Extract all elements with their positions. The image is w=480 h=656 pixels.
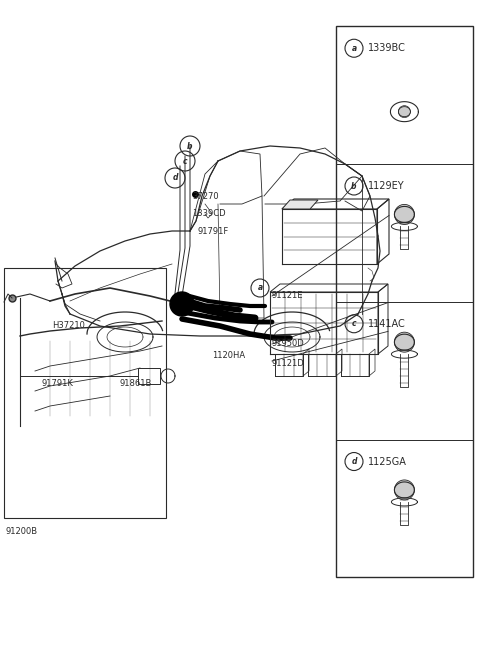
Circle shape [395,205,414,224]
Text: a: a [351,44,357,52]
Text: 1339BC: 1339BC [368,43,406,53]
Text: c: c [352,319,356,328]
Text: 91791F: 91791F [198,228,229,237]
Text: d: d [351,457,357,466]
Text: 91950D: 91950D [272,340,305,348]
Text: 1339CD: 1339CD [192,209,226,218]
Text: 91121E: 91121E [272,291,303,300]
Circle shape [395,332,414,352]
Text: b: b [351,182,357,190]
Text: 1141AC: 1141AC [368,319,406,329]
Text: 91121D: 91121D [272,359,305,369]
Text: 1129EY: 1129EY [368,181,405,191]
Circle shape [398,106,410,117]
Text: b: b [187,142,193,150]
Text: 1125GA: 1125GA [368,457,407,466]
Text: H37210: H37210 [52,321,85,331]
Text: c: c [183,157,187,165]
Text: 1120HA: 1120HA [212,352,245,361]
Text: a: a [257,283,263,293]
Text: 91861B: 91861B [120,380,152,388]
Circle shape [395,480,414,500]
Circle shape [170,292,194,316]
Text: 91791K: 91791K [42,380,74,388]
Polygon shape [282,200,318,209]
Text: 37270: 37270 [192,192,218,201]
Text: 91200B: 91200B [6,527,38,535]
Text: d: d [172,173,178,182]
